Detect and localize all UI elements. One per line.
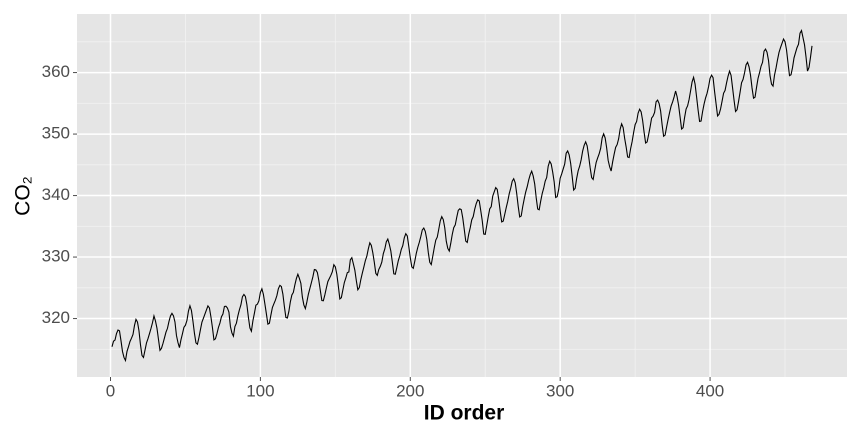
y-tick-label: 360 <box>42 62 70 81</box>
x-tick-label: 300 <box>546 381 574 400</box>
y-tick-label: 350 <box>42 124 70 143</box>
x-tick-label: 100 <box>246 381 274 400</box>
y-axis-title: CO₂ <box>12 176 35 216</box>
x-tick-label: 0 <box>106 381 115 400</box>
y-tick-label: 340 <box>42 185 70 204</box>
x-tick-label: 400 <box>696 381 724 400</box>
y-tick-label: 320 <box>42 308 70 327</box>
x-tick-label: 200 <box>396 381 424 400</box>
x-axis-title: ID order <box>424 402 505 425</box>
data-line <box>111 28 813 363</box>
y-tick-label: 330 <box>42 247 70 266</box>
